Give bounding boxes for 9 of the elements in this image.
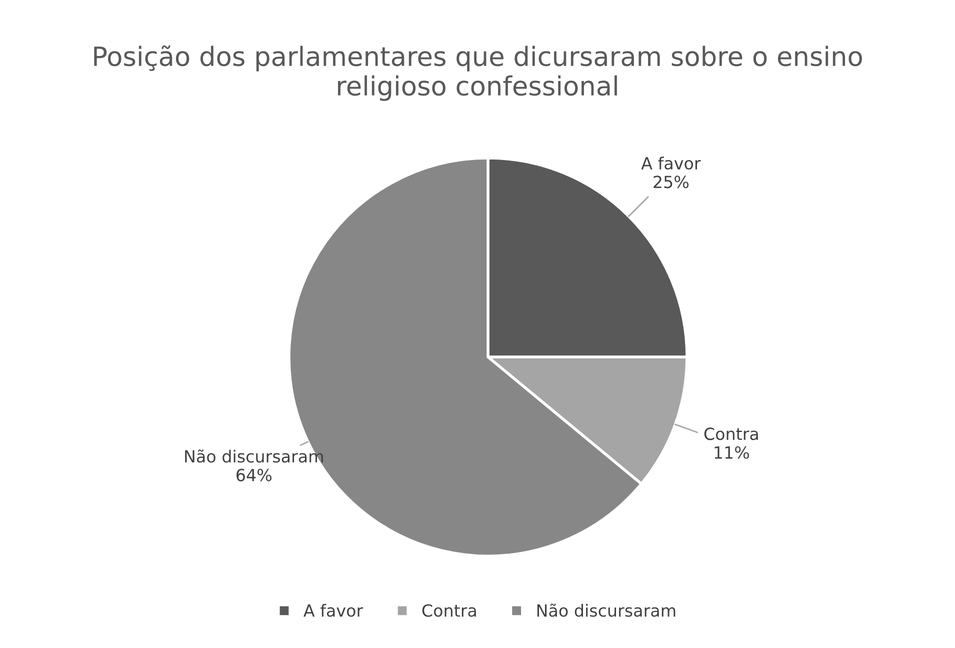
- data-label: 11%: [714, 446, 750, 459]
- data-label: 64%: [236, 468, 272, 482]
- legend-label: Contra: [422, 604, 476, 617]
- legend-label: Não discursaram: [537, 604, 676, 617]
- slice-label: A favor: [641, 156, 701, 170]
- slice-label: Contra: [704, 428, 758, 440]
- data-label: 25%: [654, 176, 689, 188]
- chart-title: Posição dos parlamentares que dicursaram sobre o ensino religioso confessional: [94, 45, 862, 101]
- legend-label: A favor: [304, 604, 364, 617]
